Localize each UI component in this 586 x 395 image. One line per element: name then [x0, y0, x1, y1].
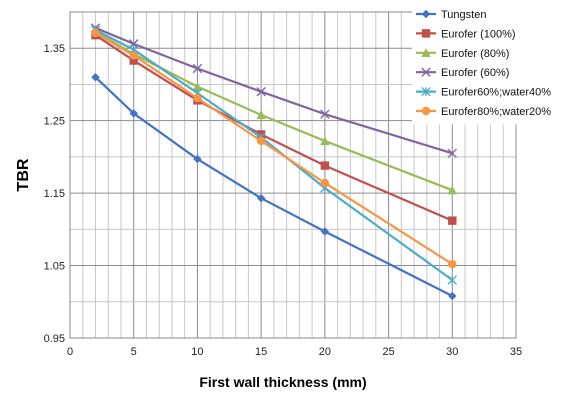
x-tick-label: 25 — [382, 346, 394, 358]
data-point — [91, 73, 100, 82]
data-point — [193, 154, 202, 164]
legend-item: Eurofer (60%) — [416, 67, 509, 79]
x-tick-label: 15 — [255, 346, 267, 358]
legend-marker — [421, 67, 431, 77]
data-point — [447, 148, 457, 158]
series-line — [94, 32, 453, 266]
data-point — [447, 185, 457, 195]
legend-item: Eurofer60%;water40% — [416, 87, 551, 99]
series-line — [94, 30, 453, 192]
legend-label: Eurofer (100%) — [441, 28, 516, 40]
legend-item: Tungsten — [416, 9, 486, 21]
axes — [69, 11, 517, 339]
tick-labels: 0 5 10 15 20 25 30 35 0.95 1.05 1.15 1.25 1.35 — [44, 43, 523, 358]
series-group — [90, 23, 457, 158]
series-line — [95, 26, 453, 155]
data-point — [256, 86, 266, 97]
series — [90, 23, 457, 301]
legend-label: Eurofer (60%) — [441, 67, 509, 79]
data-point — [448, 259, 457, 269]
data-point — [320, 178, 330, 188]
series-group — [91, 73, 457, 301]
legend-label: Tungsten — [441, 9, 486, 21]
legend-marker — [421, 86, 431, 97]
x-tick-label: 10 — [191, 346, 203, 358]
legend-item: Eurofer (100%) — [416, 28, 516, 40]
data-point — [320, 109, 330, 119]
y-axis-title: TBR — [15, 158, 32, 191]
data-point — [192, 81, 203, 91]
y-tick-label: 1.05 — [44, 261, 65, 273]
y-tick-label: 1.35 — [44, 43, 65, 55]
x-axis-title: First wall thickness (mm) — [199, 374, 366, 390]
data-point — [256, 193, 266, 203]
x-tick-label: 5 — [131, 346, 137, 358]
y-tick-label: 1.25 — [44, 116, 65, 128]
y-tick-label: 1.15 — [44, 188, 65, 200]
data-point — [256, 136, 266, 146]
x-tick-label: 35 — [510, 346, 522, 358]
data-point — [91, 28, 100, 38]
x-tick-label: 20 — [319, 346, 331, 358]
plot-frame — [69, 11, 517, 339]
legend-item: Eurofer80%;water20% — [416, 106, 551, 118]
legend-label: Eurofer (80%) — [441, 48, 509, 60]
data-point — [129, 56, 138, 65]
legend-marker — [421, 48, 431, 57]
data-point — [320, 161, 330, 170]
series-group — [90, 26, 457, 195]
data-point — [447, 275, 457, 285]
series-line — [94, 34, 453, 222]
x-tick-label: 0 — [67, 346, 73, 358]
data-point — [256, 110, 266, 120]
y-tick-label: 0.95 — [44, 333, 65, 345]
data-point — [448, 216, 457, 225]
series-line — [94, 29, 453, 281]
data-point — [448, 291, 457, 301]
data-point — [129, 109, 138, 118]
data-point — [320, 136, 330, 146]
legend-marker — [421, 9, 431, 19]
data-point — [320, 227, 330, 236]
legend-label: Eurofer60%;water40% — [441, 87, 551, 99]
legend-marker — [421, 106, 431, 116]
x-tick-label: 30 — [446, 346, 458, 358]
legend-marker — [421, 29, 431, 38]
legend-background — [412, 2, 584, 125]
series-line — [94, 76, 453, 297]
data-point — [192, 63, 203, 74]
data-point — [193, 94, 202, 103]
legend: Tungsten Eurofer (100%) Eurofer (80%) Eurof… — [412, 2, 584, 125]
legend-item: Eurofer (80%) — [416, 48, 509, 60]
legend-label: Eurofer80%;water20% — [441, 106, 551, 118]
series-group — [91, 28, 457, 269]
data-point — [129, 51, 138, 60]
